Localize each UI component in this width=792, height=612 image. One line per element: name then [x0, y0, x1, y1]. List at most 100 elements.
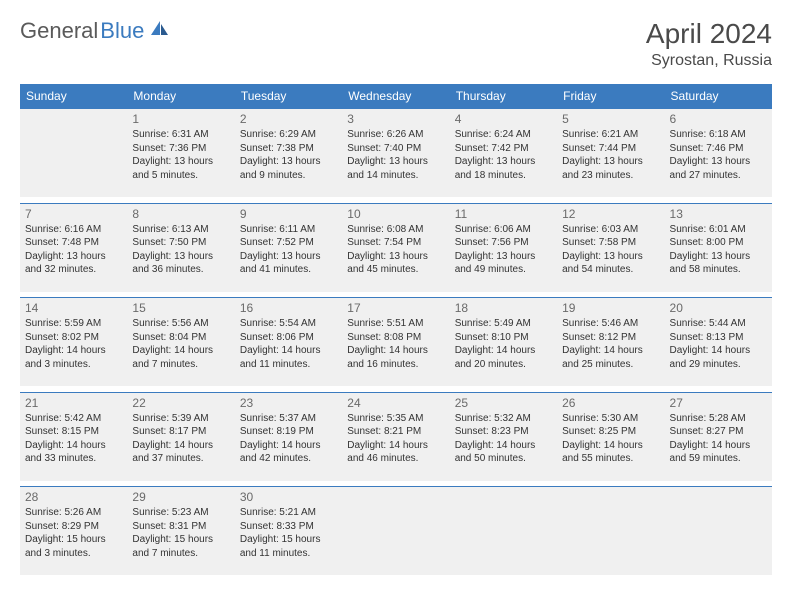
sail-icon	[149, 19, 171, 42]
calendar-day-cell: 29 Sunrise: 5:23 AMSunset: 8:31 PMDayligh…	[127, 487, 234, 576]
daylight-text: Daylight: 14 hours and 59 minutes.	[670, 439, 767, 466]
calendar-day-cell	[20, 109, 127, 198]
day-header: Monday	[127, 84, 234, 109]
calendar-day-cell: 9Sunrise: 6:11 AMSunset: 7:52 PMDaylight…	[235, 203, 342, 292]
calendar-day-cell: 11 Sunrise: 6:06 AMSunset: 7:56 PMDayligh…	[450, 203, 557, 292]
calendar-day-cell	[450, 487, 557, 576]
calendar-header-row: Sunday Monday Tuesday Wednesday Thursday…	[20, 84, 772, 109]
day-number: 29	[132, 490, 229, 504]
day-sun-info: Sunrise: 5:28 AMSunset: 8:27 PMDaylight:…	[670, 412, 767, 466]
sunset-text: Sunset: 7:44 PM	[562, 142, 659, 156]
day-sun-info: Sunrise: 6:26 AMSunset: 7:40 PMDaylight:…	[347, 128, 444, 182]
sunrise-text: Sunrise: 6:13 AM	[132, 223, 229, 237]
day-sun-info: Sunrise: 6:13 AMSunset: 7:50 PMDaylight:…	[132, 223, 229, 277]
daylight-text: Daylight: 13 hours and 18 minutes.	[455, 155, 552, 182]
sunset-text: Sunset: 8:33 PM	[240, 520, 337, 534]
sunset-text: Sunset: 7:50 PM	[132, 236, 229, 250]
calendar-day-cell: 14 Sunrise: 5:59 AMSunset: 8:02 PMDayligh…	[20, 298, 127, 387]
daylight-text: Daylight: 13 hours and 49 minutes.	[455, 250, 552, 277]
day-sun-info: Sunrise: 6:29 AMSunset: 7:38 PMDaylight:…	[240, 128, 337, 182]
day-sun-info: Sunrise: 5:35 AMSunset: 8:21 PMDaylight:…	[347, 412, 444, 466]
day-number: 12	[562, 207, 659, 221]
day-header: Saturday	[665, 84, 772, 109]
sunset-text: Sunset: 8:02 PM	[25, 331, 122, 345]
calendar-day-cell: 30Sunrise: 5:21 AMSunset: 8:33 PMDayligh…	[235, 487, 342, 576]
day-header: Thursday	[450, 84, 557, 109]
calendar-day-cell: 5 Sunrise: 6:21 AMSunset: 7:44 PMDaylight…	[557, 109, 664, 198]
day-sun-info: Sunrise: 6:21 AMSunset: 7:44 PMDaylight:…	[562, 128, 659, 182]
calendar-day-cell: 16 Sunrise: 5:54 AMSunset: 8:06 PMDayligh…	[235, 298, 342, 387]
sunset-text: Sunset: 8:00 PM	[670, 236, 767, 250]
day-sun-info: Sunrise: 5:30 AMSunset: 8:25 PMDaylight:…	[562, 412, 659, 466]
day-number: 19	[562, 301, 659, 315]
sunrise-text: Sunrise: 5:30 AM	[562, 412, 659, 426]
calendar-day-cell: 12Sunrise: 6:03 AMSunset: 7:58 PMDayligh…	[557, 203, 664, 292]
day-number: 5	[562, 112, 659, 126]
calendar-week-row: 21Sunrise: 5:42 AMSunset: 8:15 PMDayligh…	[20, 392, 772, 481]
day-sun-info: Sunrise: 5:59 AMSunset: 8:02 PMDaylight:…	[25, 317, 122, 371]
day-header: Tuesday	[235, 84, 342, 109]
day-sun-info: Sunrise: 5:39 AMSunset: 8:17 PMDaylight:…	[132, 412, 229, 466]
title-block: April 2024 Syrostan, Russia	[646, 18, 772, 70]
daylight-text: Daylight: 13 hours and 54 minutes.	[562, 250, 659, 277]
day-sun-info: Sunrise: 5:46 AMSunset: 8:12 PMDaylight:…	[562, 317, 659, 371]
sunset-text: Sunset: 8:25 PM	[562, 425, 659, 439]
day-sun-info: Sunrise: 5:23 AMSunset: 8:31 PMDaylight:…	[132, 506, 229, 560]
sunrise-text: Sunrise: 5:28 AM	[670, 412, 767, 426]
calendar-day-cell: 6Sunrise: 6:18 AMSunset: 7:46 PMDaylight…	[665, 109, 772, 198]
day-sun-info: Sunrise: 5:44 AMSunset: 8:13 PMDaylight:…	[670, 317, 767, 371]
day-number: 2	[240, 112, 337, 126]
day-number: 7	[25, 207, 122, 221]
calendar-day-cell: 19 Sunrise: 5:46 AMSunset: 8:12 PMDayligh…	[557, 298, 664, 387]
daylight-text: Daylight: 14 hours and 16 minutes.	[347, 344, 444, 371]
day-number: 3	[347, 112, 444, 126]
sunset-text: Sunset: 7:40 PM	[347, 142, 444, 156]
brand-part1: General	[20, 18, 98, 44]
day-number: 16	[240, 301, 337, 315]
day-sun-info: Sunrise: 6:11 AMSunset: 7:52 PMDaylight:…	[240, 223, 337, 277]
sunset-text: Sunset: 7:52 PM	[240, 236, 337, 250]
day-header: Sunday	[20, 84, 127, 109]
day-number: 28	[25, 490, 122, 504]
sunrise-text: Sunrise: 5:42 AM	[25, 412, 122, 426]
day-sun-info: Sunrise: 6:16 AMSunset: 7:48 PMDaylight:…	[25, 223, 122, 277]
daylight-text: Daylight: 14 hours and 7 minutes.	[132, 344, 229, 371]
sunrise-text: Sunrise: 5:51 AM	[347, 317, 444, 331]
daylight-text: Daylight: 14 hours and 37 minutes.	[132, 439, 229, 466]
sunset-text: Sunset: 8:04 PM	[132, 331, 229, 345]
daylight-text: Daylight: 14 hours and 20 minutes.	[455, 344, 552, 371]
sunrise-text: Sunrise: 6:11 AM	[240, 223, 337, 237]
day-number: 11	[455, 207, 552, 221]
sunrise-text: Sunrise: 5:37 AM	[240, 412, 337, 426]
sunrise-text: Sunrise: 6:03 AM	[562, 223, 659, 237]
daylight-text: Daylight: 14 hours and 29 minutes.	[670, 344, 767, 371]
page-header: GeneralBlue April 2024 Syrostan, Russia	[20, 18, 772, 70]
sunset-text: Sunset: 8:10 PM	[455, 331, 552, 345]
day-number: 13	[670, 207, 767, 221]
sunrise-text: Sunrise: 5:32 AM	[455, 412, 552, 426]
calendar-day-cell: 20Sunrise: 5:44 AMSunset: 8:13 PMDayligh…	[665, 298, 772, 387]
calendar-day-cell: 22Sunrise: 5:39 AMSunset: 8:17 PMDayligh…	[127, 392, 234, 481]
sunrise-text: Sunrise: 6:01 AM	[670, 223, 767, 237]
month-title: April 2024	[646, 18, 772, 50]
daylight-text: Daylight: 13 hours and 5 minutes.	[132, 155, 229, 182]
calendar-day-cell: 17Sunrise: 5:51 AMSunset: 8:08 PMDayligh…	[342, 298, 449, 387]
sunset-text: Sunset: 8:27 PM	[670, 425, 767, 439]
sunrise-text: Sunrise: 6:29 AM	[240, 128, 337, 142]
sunrise-text: Sunrise: 5:23 AM	[132, 506, 229, 520]
day-number: 14	[25, 301, 122, 315]
day-sun-info: Sunrise: 6:06 AMSunset: 7:56 PMDaylight:…	[455, 223, 552, 277]
day-sun-info: Sunrise: 5:54 AMSunset: 8:06 PMDaylight:…	[240, 317, 337, 371]
sunset-text: Sunset: 8:23 PM	[455, 425, 552, 439]
day-sun-info: Sunrise: 5:32 AMSunset: 8:23 PMDaylight:…	[455, 412, 552, 466]
calendar-table: Sunday Monday Tuesday Wednesday Thursday…	[20, 84, 772, 575]
sunrise-text: Sunrise: 6:08 AM	[347, 223, 444, 237]
calendar-day-cell	[665, 487, 772, 576]
day-number: 30	[240, 490, 337, 504]
calendar-day-cell: 3 Sunrise: 6:26 AMSunset: 7:40 PMDaylight…	[342, 109, 449, 198]
daylight-text: Daylight: 13 hours and 32 minutes.	[25, 250, 122, 277]
day-sun-info: Sunrise: 6:08 AMSunset: 7:54 PMDaylight:…	[347, 223, 444, 277]
day-number: 6	[670, 112, 767, 126]
daylight-text: Daylight: 15 hours and 11 minutes.	[240, 533, 337, 560]
day-sun-info: Sunrise: 5:37 AMSunset: 8:19 PMDaylight:…	[240, 412, 337, 466]
